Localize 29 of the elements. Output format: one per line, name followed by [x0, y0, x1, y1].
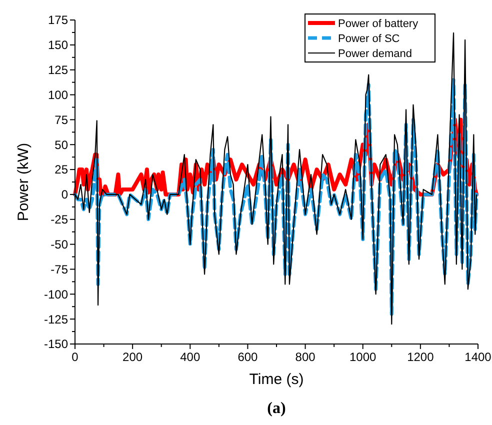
x-tick-label: 400 [180, 350, 200, 364]
y-tick-label: -125 [44, 312, 68, 326]
y-tick-label: -25 [50, 212, 68, 227]
x-tick-label: 1200 [407, 350, 434, 364]
legend-label: Power demand [338, 48, 412, 60]
legend-label: Power of SC [338, 32, 400, 45]
x-axis-title: Time (s) [249, 371, 304, 388]
y-tick-label: 25 [54, 162, 68, 177]
x-tick-label: 0 [72, 350, 79, 364]
y-tick-label: -75 [50, 262, 68, 276]
x-tick-label: 600 [238, 350, 258, 364]
y-tick-label: 75 [54, 112, 68, 127]
x-tick-label: 1000 [350, 350, 377, 364]
x-tick-label: 1400 [464, 350, 492, 364]
y-axis-title: Power (kW) [15, 142, 32, 222]
y-tick-label: 50 [54, 138, 68, 152]
y-tick-label: 150 [48, 38, 68, 52]
x-tick-label: 800 [295, 350, 316, 364]
text: (a) [267, 400, 286, 417]
legend-label: Power of battery [338, 18, 419, 30]
y-tick-label: -50 [50, 238, 68, 252]
y-tick-label: 175 [48, 13, 68, 28]
x-tick-label: 200 [122, 350, 143, 364]
y-tick-label: 100 [48, 88, 68, 102]
y-tick-label: -150 [44, 337, 68, 352]
line-series [73, 78, 478, 316]
y-tick-label: 125 [48, 63, 68, 78]
y-tick-label: -100 [44, 287, 68, 302]
y-tick-label: 0 [61, 188, 68, 202]
